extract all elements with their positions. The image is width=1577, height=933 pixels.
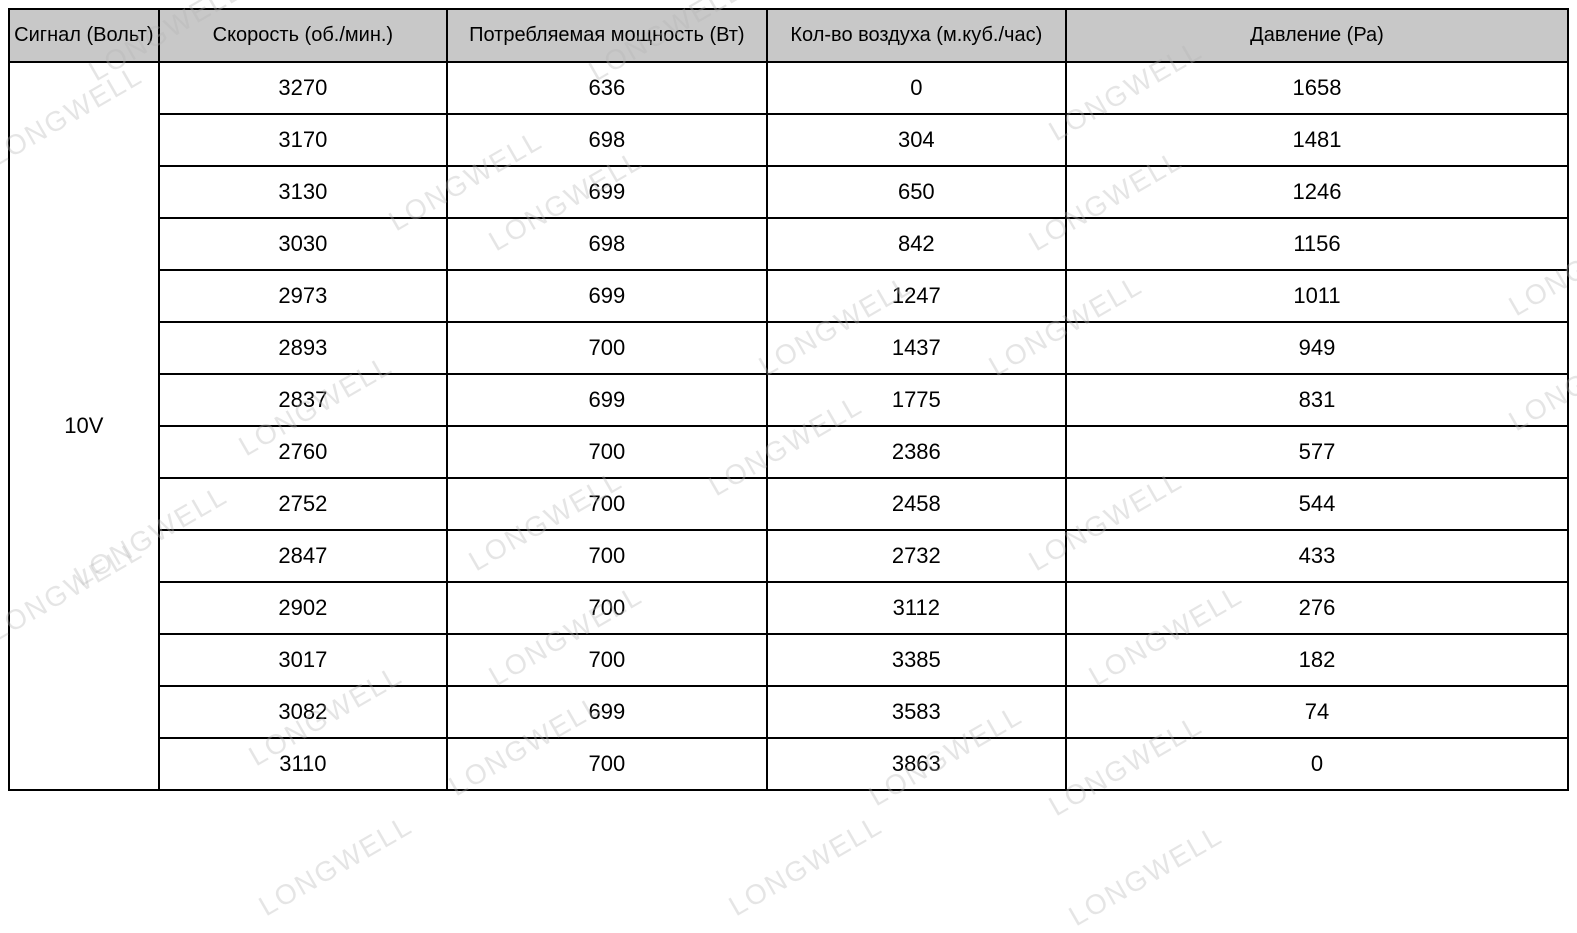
table-row: 30306988421156 [9,218,1568,270]
cell-power: 698 [447,114,767,166]
cell-speed: 2893 [159,322,447,374]
cell-power: 700 [447,322,767,374]
cell-power: 699 [447,374,767,426]
cell-power: 700 [447,530,767,582]
cell-pressure: 1658 [1066,62,1568,114]
cell-speed: 2837 [159,374,447,426]
cell-airflow: 3385 [767,634,1066,686]
cell-speed: 3130 [159,166,447,218]
cell-speed: 3170 [159,114,447,166]
cell-pressure: 949 [1066,322,1568,374]
cell-pressure: 433 [1066,530,1568,582]
cell-airflow: 2458 [767,478,1066,530]
header-power: Потребляемая мощность (Вт) [447,9,767,62]
cell-pressure: 577 [1066,426,1568,478]
cell-speed: 2847 [159,530,447,582]
table-row: 27527002458544 [9,478,1568,530]
cell-airflow: 842 [767,218,1066,270]
cell-speed: 3017 [159,634,447,686]
cell-speed: 3110 [159,738,447,790]
cell-pressure: 544 [1066,478,1568,530]
cell-speed: 2902 [159,582,447,634]
cell-power: 699 [447,270,767,322]
table-row: 27607002386577 [9,426,1568,478]
cell-pressure: 0 [1066,738,1568,790]
cell-power: 700 [447,582,767,634]
cell-pressure: 1246 [1066,166,1568,218]
header-speed: Скорость (об./мин.) [159,9,447,62]
cell-power: 636 [447,62,767,114]
cell-power: 700 [447,426,767,478]
cell-pressure: 276 [1066,582,1568,634]
table-row: 28937001437949 [9,322,1568,374]
watermark-text: LONGWELL [1063,819,1228,933]
table-row: 31306996501246 [9,166,1568,218]
performance-table: Сигнал (Вольт) Скорость (об./мин.) Потре… [8,8,1569,791]
cell-airflow: 3112 [767,582,1066,634]
cell-pressure: 1011 [1066,270,1568,322]
table-row: 297369912471011 [9,270,1568,322]
table-body: 10V3270636016583170698304148131306996501… [9,62,1568,790]
cell-airflow: 3583 [767,686,1066,738]
header-airflow: Кол-во воздуха (м.куб./час) [767,9,1066,62]
cell-power: 700 [447,738,767,790]
cell-speed: 2752 [159,478,447,530]
cell-speed: 3030 [159,218,447,270]
cell-airflow: 1247 [767,270,1066,322]
table-row: 10V327063601658 [9,62,1568,114]
cell-power: 699 [447,686,767,738]
cell-power: 699 [447,166,767,218]
cell-speed: 2760 [159,426,447,478]
header-signal: Сигнал (Вольт) [9,9,159,62]
cell-pressure: 1156 [1066,218,1568,270]
cell-signal: 10V [9,62,159,790]
cell-speed: 3082 [159,686,447,738]
cell-pressure: 182 [1066,634,1568,686]
cell-airflow: 3863 [767,738,1066,790]
table-row: 29027003112276 [9,582,1568,634]
cell-airflow: 2386 [767,426,1066,478]
cell-airflow: 0 [767,62,1066,114]
cell-pressure: 831 [1066,374,1568,426]
cell-airflow: 650 [767,166,1066,218]
cell-airflow: 2732 [767,530,1066,582]
watermark-text: LONGWELL [253,809,418,923]
cell-power: 700 [447,478,767,530]
cell-airflow: 304 [767,114,1066,166]
cell-airflow: 1775 [767,374,1066,426]
header-pressure: Давление (Ра) [1066,9,1568,62]
cell-pressure: 1481 [1066,114,1568,166]
table-header: Сигнал (Вольт) Скорость (об./мин.) Потре… [9,9,1568,62]
table-row: 30177003385182 [9,634,1568,686]
cell-pressure: 74 [1066,686,1568,738]
table-row: 28376991775831 [9,374,1568,426]
cell-power: 700 [447,634,767,686]
cell-power: 698 [447,218,767,270]
cell-airflow: 1437 [767,322,1066,374]
table-row: 311070038630 [9,738,1568,790]
table-row: 3082699358374 [9,686,1568,738]
cell-speed: 2973 [159,270,447,322]
table-row: 31706983041481 [9,114,1568,166]
watermark-text: LONGWELL [723,809,888,923]
header-row: Сигнал (Вольт) Скорость (об./мин.) Потре… [9,9,1568,62]
table-row: 28477002732433 [9,530,1568,582]
cell-speed: 3270 [159,62,447,114]
